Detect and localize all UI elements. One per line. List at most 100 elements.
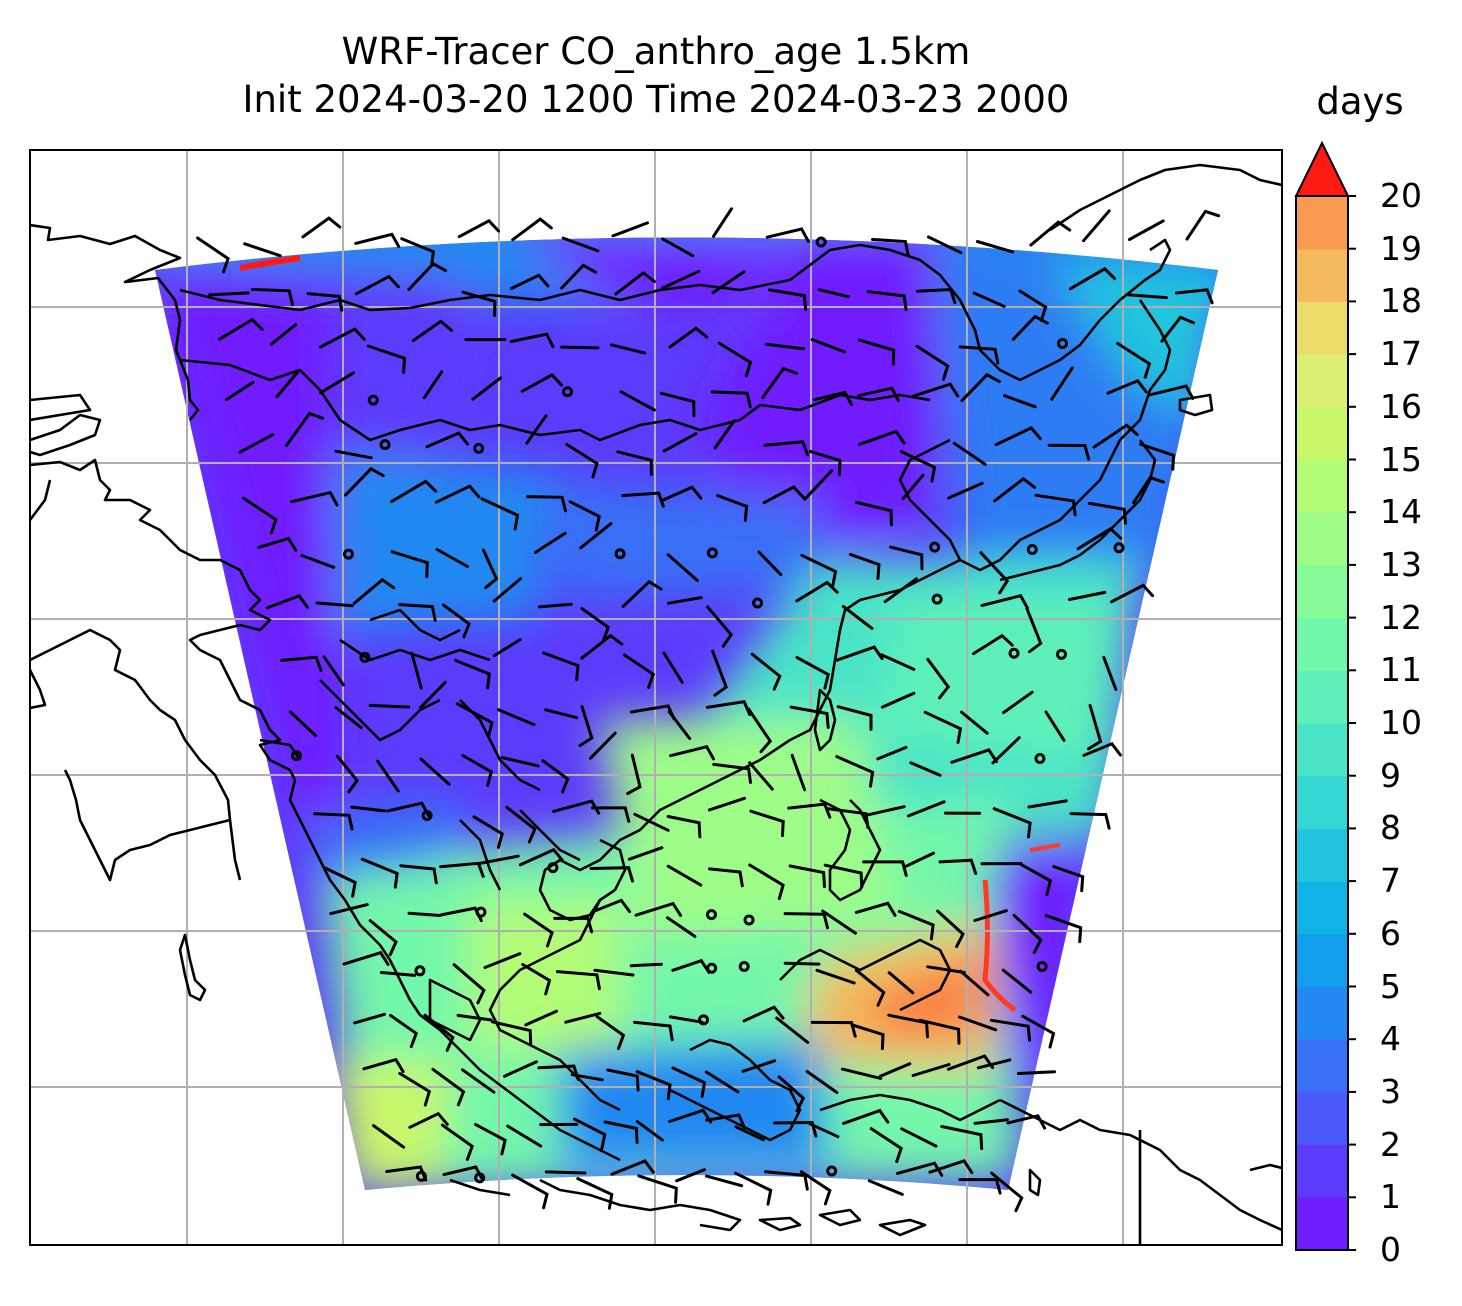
wind-barb (505, 805, 537, 844)
figure-title: WRF-Tracer CO_anthro_age 1.5km Init 2024… (30, 28, 1282, 124)
calm-marker (743, 914, 755, 926)
wind-barb (398, 1071, 432, 1107)
coast-caspian-north (30, 393, 92, 422)
calm-marker (379, 439, 391, 451)
wind-barb (867, 1179, 904, 1196)
colorbar-tick-label: 9 (1380, 755, 1401, 795)
wind-barb (319, 327, 366, 349)
wind-barb (857, 338, 896, 366)
colorbar-segment (1296, 881, 1348, 935)
wind-barb (810, 1020, 857, 1038)
wind-barb (904, 851, 936, 868)
wind-barb (313, 812, 354, 831)
wind-barb (440, 1123, 475, 1161)
wind-barb (805, 1070, 839, 1094)
colorbar-segment (1296, 1144, 1348, 1198)
wind-barb (668, 1015, 704, 1024)
coast-caspian (30, 413, 102, 457)
gridlines (30, 150, 1282, 1245)
wind-barb (354, 232, 401, 248)
wind-barb (481, 548, 499, 590)
wind-barb (667, 710, 692, 741)
wind-barb (958, 345, 1000, 365)
wind-barb (590, 898, 632, 914)
wind-barb (353, 1012, 386, 1025)
wind-barb (568, 500, 601, 532)
colorbar-segment (1296, 301, 1348, 355)
wind-barb (960, 710, 989, 735)
wind-barb (823, 863, 864, 889)
wind-barb (576, 1177, 614, 1210)
colorbar-segment (1296, 933, 1348, 987)
wind-barb (896, 1161, 944, 1177)
wind-barb (704, 1070, 740, 1094)
wind-barb (525, 414, 548, 445)
wind-barb (500, 756, 540, 768)
wind-barb (496, 708, 536, 727)
colorbar-tick-label: 8 (1380, 808, 1401, 848)
calm-marker (475, 906, 487, 918)
colorbar-tick-label: 20 (1380, 176, 1422, 215)
wind-barb (352, 577, 396, 605)
wind-barb (518, 847, 564, 867)
calm-marker (706, 547, 718, 559)
wind-barb (947, 481, 984, 500)
wind-barb (854, 968, 886, 1007)
wind-barb (425, 431, 469, 449)
calm-marker (367, 394, 379, 406)
wind-barb (768, 288, 808, 312)
wind-barb (208, 291, 250, 297)
wind-barb (606, 1068, 640, 1092)
colorbar-segment (1296, 617, 1348, 671)
calm-marker (931, 593, 943, 605)
wind-barb (366, 344, 407, 374)
wind-barb (595, 1015, 626, 1050)
wind-barb (1025, 607, 1043, 654)
wind-barb (431, 1067, 466, 1107)
colorbar-unit-label: days (1316, 80, 1404, 123)
border-inland-1 (339, 638, 491, 662)
wind-barb (474, 1122, 507, 1156)
wind-barb (483, 952, 522, 969)
wind-barb (610, 343, 647, 355)
wind-barb (471, 376, 502, 401)
wind-barb (854, 901, 897, 917)
wind-barb (907, 800, 946, 818)
wind-barb (225, 380, 255, 402)
wind-barb (461, 1068, 496, 1094)
calm-marker (421, 809, 433, 821)
colorbar-tick-label: 16 (1380, 386, 1422, 426)
wind-barb (1160, 315, 1195, 343)
wind-barb (787, 802, 832, 819)
coast-west-1 (30, 479, 52, 521)
wind-barb (666, 553, 699, 582)
wind-barb (478, 854, 520, 865)
wind-barb (441, 603, 471, 639)
wind-barb (708, 867, 744, 888)
wind-barb (335, 754, 359, 794)
calm-marker (1034, 753, 1046, 765)
wind-barb (883, 577, 918, 604)
wind-barb (368, 919, 398, 957)
wind-barb (435, 548, 469, 568)
calm-marker (815, 236, 827, 248)
wind-barb (521, 963, 552, 996)
wind-barb (400, 237, 436, 268)
calm-marker (414, 965, 426, 977)
colorbar-tick-label: 18 (1380, 281, 1422, 321)
coast-island-3 (818, 1208, 862, 1227)
wind-barb (1067, 590, 1107, 601)
wind-barb (940, 1125, 984, 1151)
wind-barb (864, 805, 906, 817)
wind-barb (717, 341, 753, 378)
coast-hokkaido (1178, 393, 1214, 417)
coast-taiwan (813, 688, 837, 752)
border-inland-2 (319, 679, 441, 742)
wind-barb (399, 864, 438, 885)
calm-marker (706, 962, 718, 974)
wind-barb (1029, 220, 1072, 247)
wind-barb (1001, 968, 1033, 994)
colorbar-segment (1296, 828, 1348, 882)
wind-barb (511, 217, 553, 242)
